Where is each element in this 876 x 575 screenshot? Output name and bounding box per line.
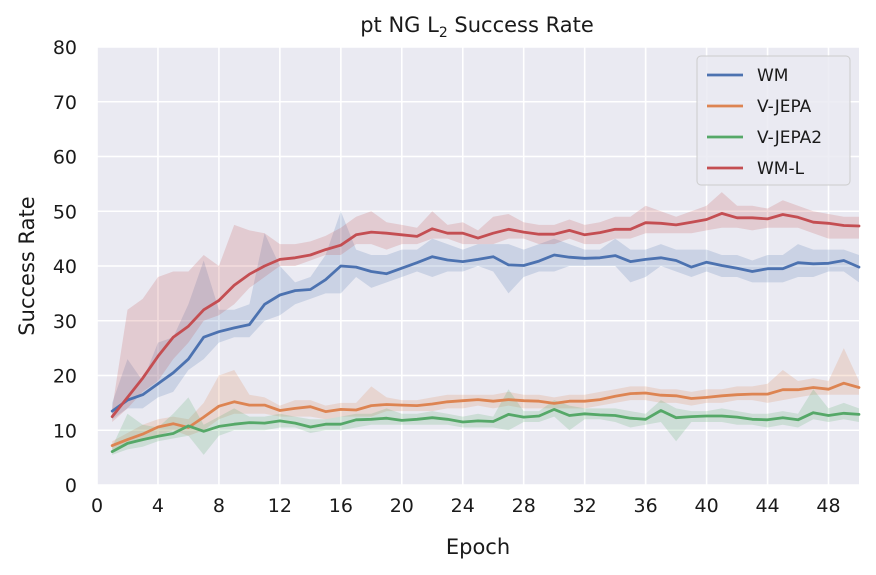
- legend: WM V-JEPA V-JEPA2 WM-L: [696, 55, 851, 186]
- legend-label-wm: WM: [757, 66, 788, 86]
- x-tick-label: 8: [213, 495, 225, 517]
- y-tick-label: 0: [65, 475, 77, 497]
- line-wm-l: [110, 211, 861, 419]
- series-lines: [110, 211, 861, 454]
- y-tick-label: 50: [53, 201, 77, 223]
- x-tick-label: 44: [755, 495, 779, 517]
- y-tick-label: 30: [53, 311, 77, 333]
- band-v-jepa: [112, 348, 859, 450]
- chart-title: pt NG L2 Success Rate: [360, 13, 594, 41]
- y-tick-labels: 0 10 20 30 40 50 60 70 80: [53, 37, 77, 497]
- legend-label-v-jepa2: V-JEPA2: [757, 128, 822, 148]
- x-tick-label: 36: [634, 495, 658, 517]
- band-wm: [112, 211, 859, 420]
- line-wm: [110, 253, 861, 413]
- x-tick-label: 0: [91, 495, 103, 517]
- x-tick-label: 4: [152, 495, 164, 517]
- x-tick-labels: 0 4 8 12 16 20 24 28 32 36 40 44 48: [91, 495, 841, 517]
- x-tick-label: 40: [695, 495, 719, 517]
- x-axis-label: Epoch: [446, 535, 510, 559]
- y-tick-label: 70: [53, 92, 77, 114]
- line-v-jepa2: [110, 407, 861, 454]
- y-tick-label: 40: [53, 256, 77, 278]
- x-tick-label: 24: [451, 495, 475, 517]
- x-tick-label: 12: [268, 495, 292, 517]
- y-tick-label: 20: [53, 366, 77, 388]
- y-tick-label: 60: [53, 147, 77, 169]
- legend-label-wm-l: WM-L: [757, 159, 805, 179]
- x-tick-label: 28: [512, 495, 536, 517]
- line-v-jepa: [110, 381, 861, 448]
- band-wm-l: [112, 192, 859, 422]
- x-tick-label: 20: [390, 495, 414, 517]
- x-tick-label: 16: [329, 495, 353, 517]
- legend-box: [696, 55, 851, 186]
- y-axis-label: Success Rate: [15, 196, 39, 335]
- x-tick-label: 48: [816, 495, 840, 517]
- legend-label-v-jepa: V-JEPA: [757, 97, 812, 117]
- y-tick-label: 10: [53, 420, 77, 442]
- x-tick-label: 32: [573, 495, 597, 517]
- y-tick-label: 80: [53, 37, 77, 59]
